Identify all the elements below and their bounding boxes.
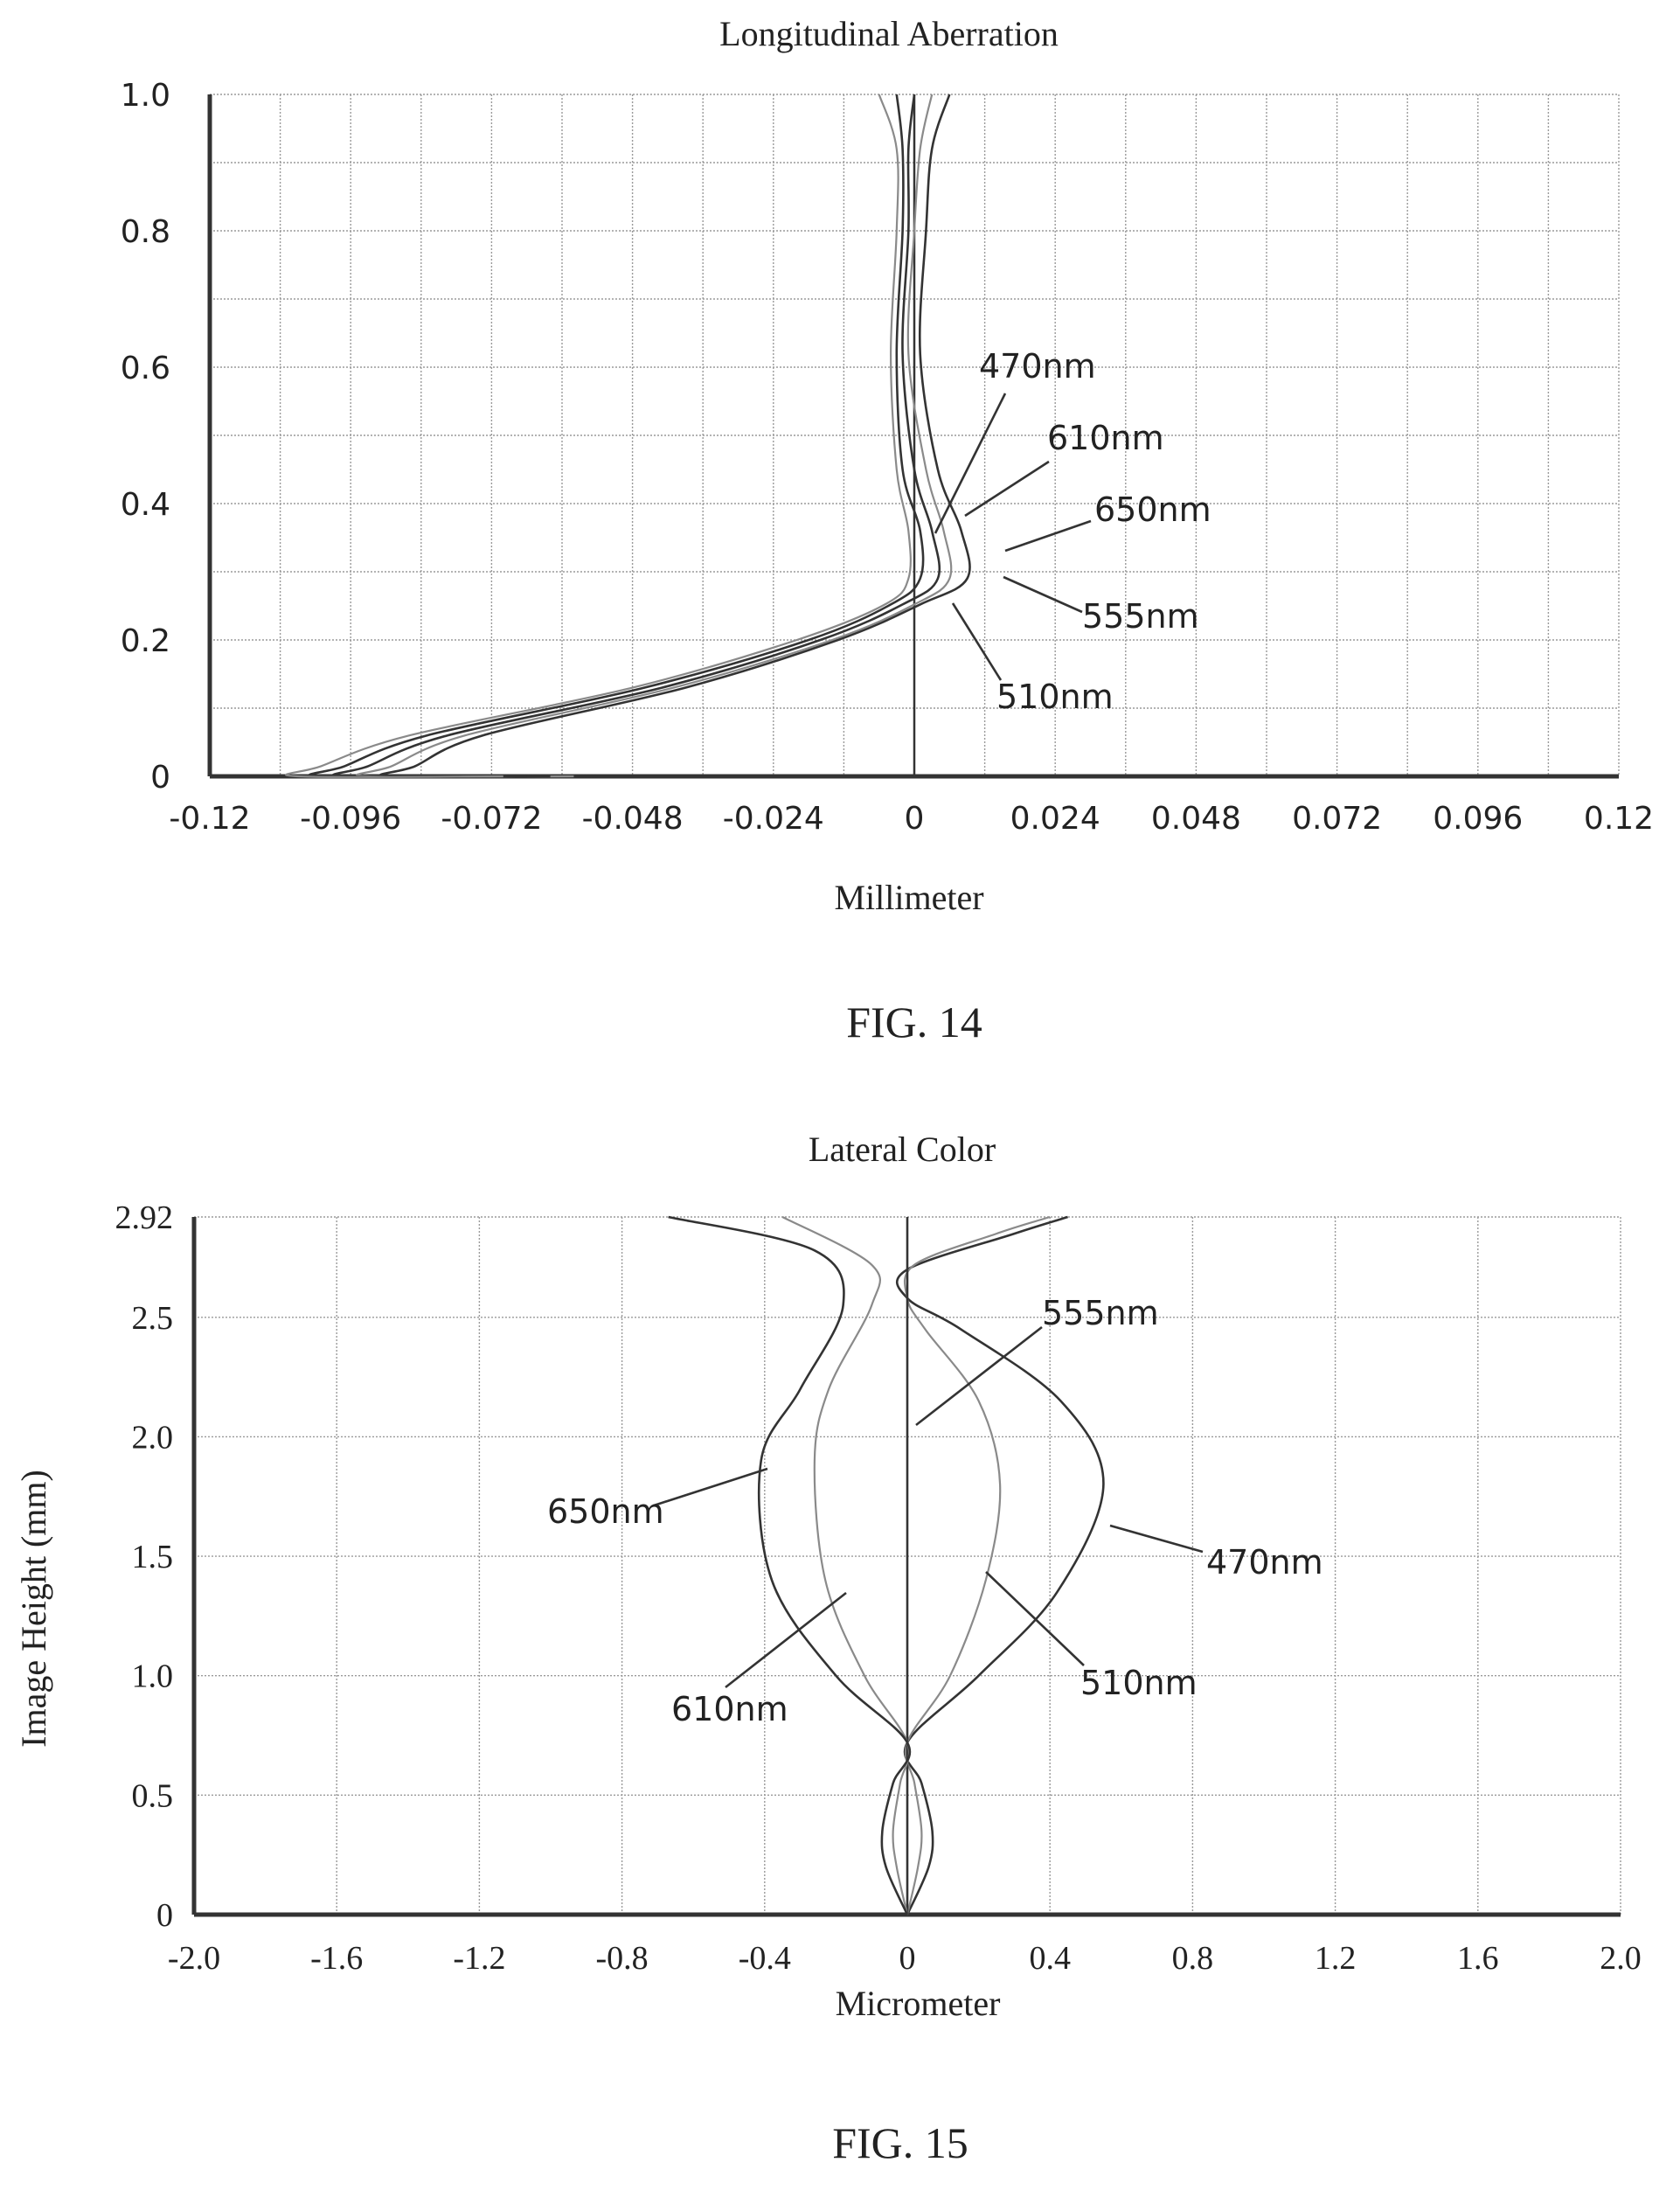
- series-510nm: [356, 94, 953, 778]
- x-tick-label: 0.048: [1151, 801, 1241, 837]
- y-tick-label: 2.92: [115, 1199, 174, 1236]
- y-tick-labels: 0 0.5 1.0 1.5 2.0 2.5 2.92: [115, 1199, 174, 1934]
- x-tick-label: -0.024: [723, 801, 824, 837]
- x-tick-label: -0.12: [169, 801, 250, 837]
- figure-caption-15: FIG. 15: [832, 2118, 968, 2167]
- series-label-555nm: 555nm: [1042, 1294, 1159, 1332]
- y-tick-label: 0: [150, 760, 170, 796]
- leader-line-510nm: [951, 602, 1003, 681]
- y-tick-label: 2.0: [132, 1419, 174, 1456]
- x-axis-label: Micrometer: [836, 1984, 1001, 2023]
- longitudinal-aberration-chart: Longitudinal Aberration -0.12 -0.096 -0.07…: [121, 14, 1654, 917]
- y-tick-label: 0.5: [132, 1777, 174, 1814]
- y-tick-label: 0.8: [121, 214, 170, 250]
- leader-line-510nm: [985, 1571, 1085, 1666]
- series-label-555nm: 555nm: [1082, 597, 1199, 636]
- figure-caption-14: FIG. 14: [846, 998, 982, 1046]
- y-tick-label: 2.5: [132, 1300, 174, 1337]
- x-tick-label: 1.6: [1457, 1940, 1499, 1977]
- leader-line-470nm: [934, 393, 1007, 534]
- series-510nm: [903, 1215, 1051, 1915]
- leader-line-650nm: [653, 1467, 768, 1507]
- y-tick-label: 1.0: [121, 78, 170, 114]
- chart-series: [285, 94, 971, 779]
- x-tick-label: 2.0: [1600, 1940, 1642, 1977]
- x-tick-label: 0.072: [1292, 801, 1382, 837]
- x-tick-labels: -0.12 -0.096 -0.072 -0.048 -0.024 0 0.024 0.048…: [169, 801, 1654, 837]
- y-tick-label: 1.0: [132, 1658, 174, 1695]
- y-axis-label: Image Height (mm): [14, 1470, 53, 1748]
- chart-series: [668, 1215, 1105, 1915]
- series-label-650nm: 650nm: [547, 1492, 664, 1531]
- x-tick-label: -1.2: [453, 1940, 505, 1977]
- series-label-610nm: 610nm: [671, 1690, 788, 1728]
- x-tick-label: -0.072: [441, 801, 542, 837]
- x-tick-label: -0.096: [300, 801, 401, 837]
- series-610nm: [308, 94, 925, 779]
- y-tick-label: 0: [156, 1897, 173, 1934]
- x-tick-label: -0.8: [596, 1940, 649, 1977]
- series-650nm: [668, 1215, 912, 1915]
- y-tick-label: 1.5: [132, 1539, 174, 1575]
- series-label-470nm: 470nm: [1206, 1543, 1323, 1582]
- x-axis-label: Millimeter: [834, 878, 983, 917]
- series-470nm: [379, 94, 971, 779]
- x-tick-label: -2.0: [168, 1940, 220, 1977]
- y-tick-label: 0.6: [121, 351, 170, 386]
- series-annotations: 555nm 650nm 470nm 510nm 610nm: [547, 1294, 1323, 1728]
- series-label-510nm: 510nm: [1080, 1664, 1198, 1702]
- y-tick-labels: 0 0.2 0.4 0.6 0.8 1.0: [121, 78, 170, 796]
- series-annotations: 470nm 610nm 650nm 555nm 510nm: [934, 347, 1211, 716]
- x-tick-label: 0.096: [1433, 801, 1523, 837]
- x-tick-label: 0.12: [1584, 801, 1654, 837]
- x-tick-label: 1.2: [1315, 1940, 1357, 1977]
- leader-line-610nm: [964, 460, 1050, 518]
- chart-title: Longitudinal Aberration: [719, 14, 1059, 53]
- lateral-color-chart: Lateral Color -2.0 -1.6 -1.2 -0.8 -0.4 0 0.4 0.…: [14, 1130, 1642, 2023]
- leader-line-555nm: [1003, 575, 1083, 614]
- x-tick-label: 0: [905, 801, 925, 837]
- x-tick-label: -1.6: [310, 1940, 363, 1977]
- y-tick-label: 0.4: [121, 487, 170, 523]
- x-tick-label: -0.048: [582, 801, 684, 837]
- x-tick-label: 0.4: [1029, 1940, 1071, 1977]
- series-610nm: [781, 1216, 911, 1915]
- chart-title: Lateral Color: [809, 1130, 996, 1169]
- series-label-610nm: 610nm: [1047, 419, 1164, 457]
- series-555nm: [332, 94, 941, 779]
- x-tick-label: 0.024: [1010, 801, 1100, 837]
- series-label-650nm: 650nm: [1094, 490, 1211, 529]
- y-tick-label: 0.2: [121, 623, 170, 659]
- series-label-470nm: 470nm: [979, 347, 1096, 386]
- series-label-510nm: 510nm: [996, 678, 1114, 716]
- x-tick-labels: -2.0 -1.6 -1.2 -0.8 -0.4 0 0.4 0.8 1.2 1.6 2.0: [168, 1940, 1642, 1977]
- x-tick-label: 0: [899, 1940, 916, 1977]
- leader-line-470nm: [1109, 1524, 1204, 1554]
- x-tick-label: 0.8: [1172, 1940, 1214, 1977]
- leader-line-610nm: [725, 1591, 847, 1689]
- leader-line-650nm: [1004, 519, 1092, 553]
- series-650nm: [285, 94, 912, 778]
- leader-line-555nm: [915, 1325, 1043, 1427]
- x-tick-label: -0.4: [739, 1940, 791, 1977]
